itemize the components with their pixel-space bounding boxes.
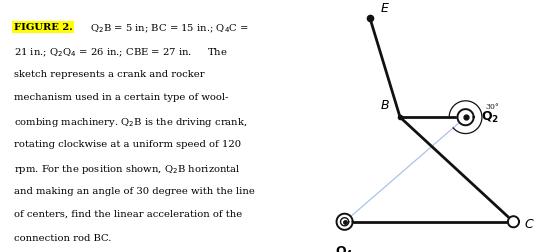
Text: rpm. For the position shown, Q$_2$B horizontal: rpm. For the position shown, Q$_2$B hori…	[14, 163, 241, 176]
Polygon shape	[458, 109, 473, 125]
Text: and making an angle of 30 degree with the line: and making an angle of 30 degree with th…	[14, 187, 255, 196]
Text: mechanism used in a certain type of wool-: mechanism used in a certain type of wool…	[14, 93, 228, 102]
Text: Q$_2$B = 5 in; BC = 15 in.; Q$_4$C =: Q$_2$B = 5 in; BC = 15 in.; Q$_4$C =	[90, 23, 249, 35]
Polygon shape	[336, 214, 353, 230]
Text: $\mathbf{Q_2}$: $\mathbf{Q_2}$	[481, 110, 499, 125]
Text: $\mathbf{Q_4}$: $\mathbf{Q_4}$	[335, 244, 354, 252]
Text: rotating clockwise at a uniform speed of 120: rotating clockwise at a uniform speed of…	[14, 140, 241, 149]
Text: 30°: 30°	[486, 103, 500, 111]
Text: connection rod BC.: connection rod BC.	[14, 234, 111, 243]
Text: FIGURE 2.: FIGURE 2.	[14, 23, 72, 32]
Text: combing machinery. Q$_2$B is the driving crank,: combing machinery. Q$_2$B is the driving…	[14, 116, 247, 130]
Polygon shape	[508, 216, 519, 227]
Text: sketch represents a crank and rocker: sketch represents a crank and rocker	[14, 70, 204, 79]
Text: of centers, find the linear acceleration of the: of centers, find the linear acceleration…	[14, 210, 242, 219]
Text: $\it{B}$: $\it{B}$	[380, 99, 390, 112]
Text: 21 in.; Q$_2$Q$_4$ = 26 in.; CBE = 27 in.     The: 21 in.; Q$_2$Q$_4$ = 26 in.; CBE = 27 in…	[14, 46, 227, 59]
Text: $\it{E}$: $\it{E}$	[380, 2, 390, 15]
Polygon shape	[340, 218, 349, 226]
Text: $\it{C}$: $\it{C}$	[523, 218, 534, 231]
